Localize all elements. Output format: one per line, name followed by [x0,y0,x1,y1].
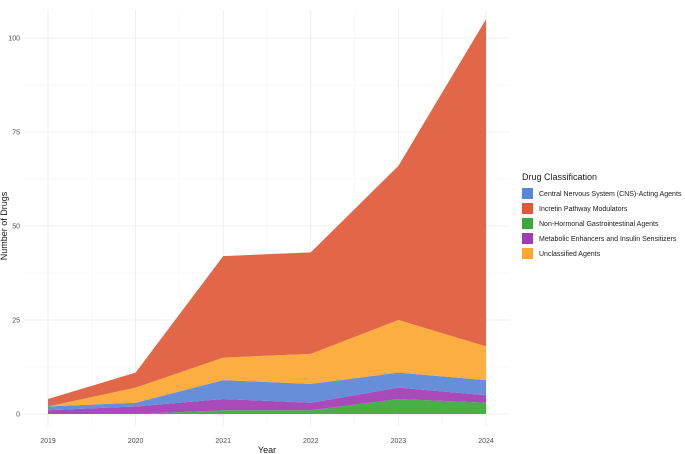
legend-item: Unclassified Agents [522,248,601,259]
legend-item: Incretin Pathway Modulators [522,203,628,214]
legend-swatch [522,248,533,259]
y-tick-label: 25 [12,318,20,325]
legend-label: Central Nervous System (CNS)-Acting Agen… [539,191,682,198]
y-tick-label: 50 [12,224,20,231]
y-axis-title: Number of Drugs [0,191,9,260]
x-tick-label: 2019 [40,438,56,445]
legend-item: Non-Hormonal Gastrointestinal Agents [522,218,659,229]
area-central-nervous-system-cns-acting-agents [48,372,486,411]
area-unclassified-agents [48,320,486,407]
area-series [48,19,486,414]
legend-label: Metabolic Enhancers and Insulin Sensitiz… [539,236,677,243]
x-axis-ticks: 2019 2020 2021 2022 2023 2024 [40,438,494,445]
legend-swatch [522,233,533,244]
y-tick-label: 0 [16,412,20,419]
legend-label: Unclassified Agents [539,251,601,258]
y-tick-label: 100 [8,36,20,43]
legend: Drug Classification Central Nervous Syst… [522,172,682,259]
legend-label: Incretin Pathway Modulators [539,206,628,213]
legend-swatch [522,203,533,214]
area-incretin-pathway-modulators [48,19,486,407]
legend-label: Non-Hormonal Gastrointestinal Agents [539,221,659,228]
x-tick-label: 2021 [215,438,231,445]
legend-title: Drug Classification [522,172,597,182]
y-axis-ticks: 0 25 50 75 100 [8,36,20,419]
legend-swatch [522,218,533,229]
legend-item: Metabolic Enhancers and Insulin Sensitiz… [522,233,677,244]
x-tick-label: 2022 [303,438,319,445]
x-tick-label: 2024 [478,438,494,445]
x-tick-label: 2020 [128,438,144,445]
y-tick-label: 75 [12,130,20,137]
x-axis-title: Year [258,445,276,454]
area-metabolic-enhancers-and-insulin-sensitizers [48,387,486,414]
x-tick-label: 2023 [391,438,407,445]
legend-swatch [522,188,533,199]
area-non-hormonal-gastrointestinal-agents [48,398,486,414]
legend-item: Central Nervous System (CNS)-Acting Agen… [522,188,682,199]
